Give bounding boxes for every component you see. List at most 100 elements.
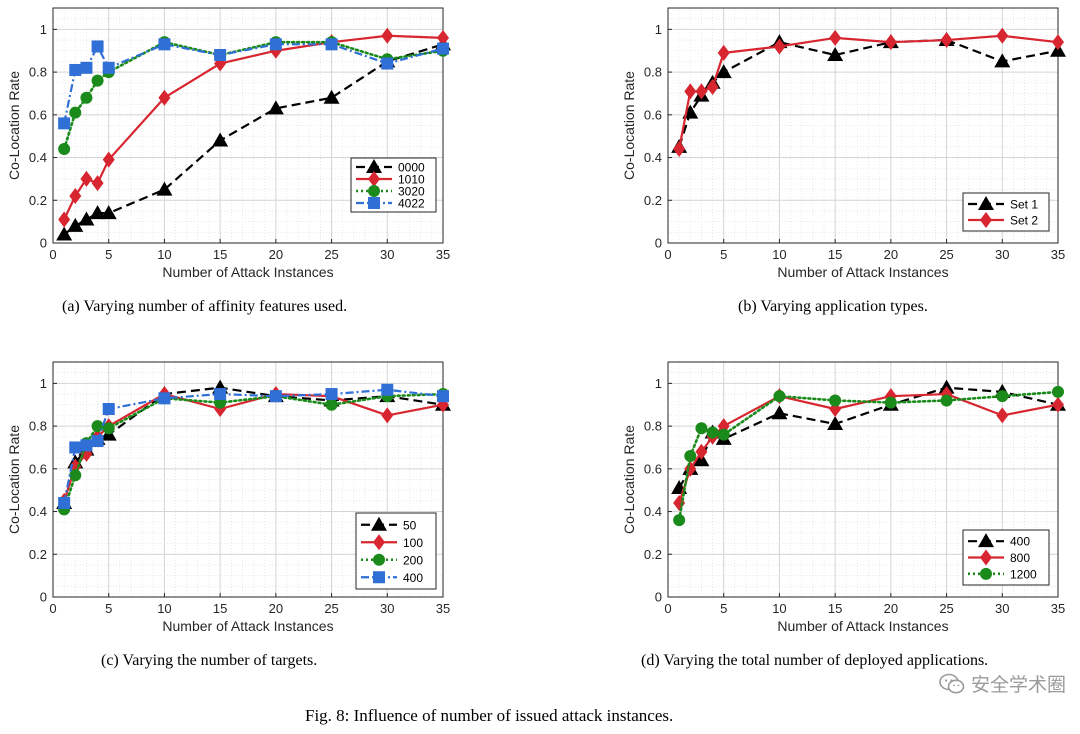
data-point <box>91 175 104 192</box>
y-tick-label: 0.6 <box>644 107 662 122</box>
data-point <box>158 38 171 51</box>
watermark: 安全学术圈 <box>939 670 1066 697</box>
x-tick-label: 25 <box>939 247 953 262</box>
legend-marker <box>366 159 382 173</box>
x-tick-label: 30 <box>380 247 394 262</box>
data-point <box>940 394 953 407</box>
data-point <box>78 211 95 226</box>
x-tick-label: 5 <box>720 601 727 616</box>
legend-marker <box>368 185 380 197</box>
legend-label: 1200 <box>1010 567 1037 581</box>
series-Set 2 <box>673 27 1064 157</box>
y-tick-label: 0.2 <box>644 193 662 208</box>
data-point <box>381 407 394 424</box>
legend-label: 4022 <box>398 197 425 211</box>
data-point <box>717 44 730 61</box>
x-axis-label: Number of Attack Instances <box>162 618 333 634</box>
series-4022 <box>58 38 449 130</box>
data-point <box>994 53 1011 68</box>
x-tick-label: 20 <box>269 247 283 262</box>
x-tick-label: 10 <box>772 247 786 262</box>
data-point <box>884 396 897 409</box>
data-point <box>717 428 730 441</box>
y-tick-label: 0 <box>40 590 47 605</box>
x-tick-label: 35 <box>1051 247 1065 262</box>
x-tick-label: 15 <box>828 601 842 616</box>
data-point <box>80 439 93 452</box>
x-tick-label: 25 <box>324 247 338 262</box>
legend: 50 100 200 400 <box>355 512 437 590</box>
legend-label: 200 <box>403 553 423 567</box>
legend-label: 100 <box>403 536 423 550</box>
series-400 <box>58 383 449 509</box>
y-tick-label: 0.8 <box>644 65 662 80</box>
data-point <box>89 205 106 220</box>
data-point <box>715 64 732 79</box>
data-point <box>269 390 282 403</box>
data-point <box>58 211 71 228</box>
data-point <box>323 89 340 104</box>
axes-box <box>667 361 1059 598</box>
data-point <box>102 61 115 74</box>
x-tick-label: 20 <box>884 247 898 262</box>
y-axis-label: Co-Location Rate <box>621 425 637 534</box>
data-point <box>695 443 708 460</box>
axes-box <box>52 7 444 244</box>
data-point <box>673 514 686 527</box>
data-point <box>158 392 171 405</box>
chart-1: 0 5 10 15 20 25 30 35 0 0.2 0.4 0.6 0.8 1 Number of At… <box>621 7 1066 280</box>
legend-label: 3020 <box>398 185 425 199</box>
series-line <box>63 43 444 124</box>
data-point <box>69 469 82 482</box>
data-point <box>1052 396 1064 413</box>
x-axis-label: Number of Attack Instances <box>777 264 948 280</box>
y-tick-label: 0.2 <box>644 547 662 562</box>
data-point <box>684 83 697 100</box>
x-tick-label: 15 <box>213 247 227 262</box>
data-point <box>940 32 953 49</box>
data-point <box>381 383 394 396</box>
x-tick-label: 15 <box>828 247 842 262</box>
data-point <box>214 388 227 401</box>
data-point <box>706 426 719 439</box>
subcaption-c: (c) Varying the number of targets. <box>101 652 318 669</box>
x-tick-label: 30 <box>995 601 1009 616</box>
subcaption-b: (b) Varying application types. <box>738 298 928 315</box>
y-tick-label: 0.4 <box>29 504 47 519</box>
data-point <box>67 217 84 232</box>
data-point <box>58 117 71 130</box>
subcaption-d: (d) Varying the total number of deployed… <box>641 652 989 669</box>
x-tick-label: 20 <box>884 601 898 616</box>
subcaption-a: (a) Varying number of affinity features … <box>62 298 348 315</box>
data-point <box>996 390 1009 403</box>
y-axis-label: Co-Location Rate <box>621 71 637 180</box>
x-tick-label: 15 <box>213 601 227 616</box>
data-point <box>91 40 104 53</box>
data-point <box>773 38 786 55</box>
legend-marker <box>373 571 385 584</box>
data-point <box>673 141 686 157</box>
x-tick-label: 20 <box>269 601 283 616</box>
data-point <box>69 188 82 204</box>
data-point <box>80 61 93 74</box>
data-point <box>437 390 449 403</box>
y-tick-label: 0.8 <box>29 419 47 434</box>
x-axis-label: Number of Attack Instances <box>777 618 948 634</box>
legend-label: 800 <box>1010 551 1030 565</box>
data-point <box>212 132 229 147</box>
legend: 400 800 1200 <box>962 529 1050 586</box>
legend-marker <box>371 516 387 531</box>
data-point <box>56 226 73 241</box>
figure-caption: Fig. 8: Influence of number of issued at… <box>305 706 674 725</box>
data-point <box>58 497 71 509</box>
x-tick-label: 10 <box>157 247 171 262</box>
data-point <box>829 29 842 46</box>
x-tick-label: 0 <box>49 247 56 262</box>
x-tick-label: 25 <box>939 601 953 616</box>
data-point <box>381 57 394 70</box>
data-point <box>684 450 697 462</box>
data-point <box>158 89 171 106</box>
legend-box <box>350 157 437 213</box>
